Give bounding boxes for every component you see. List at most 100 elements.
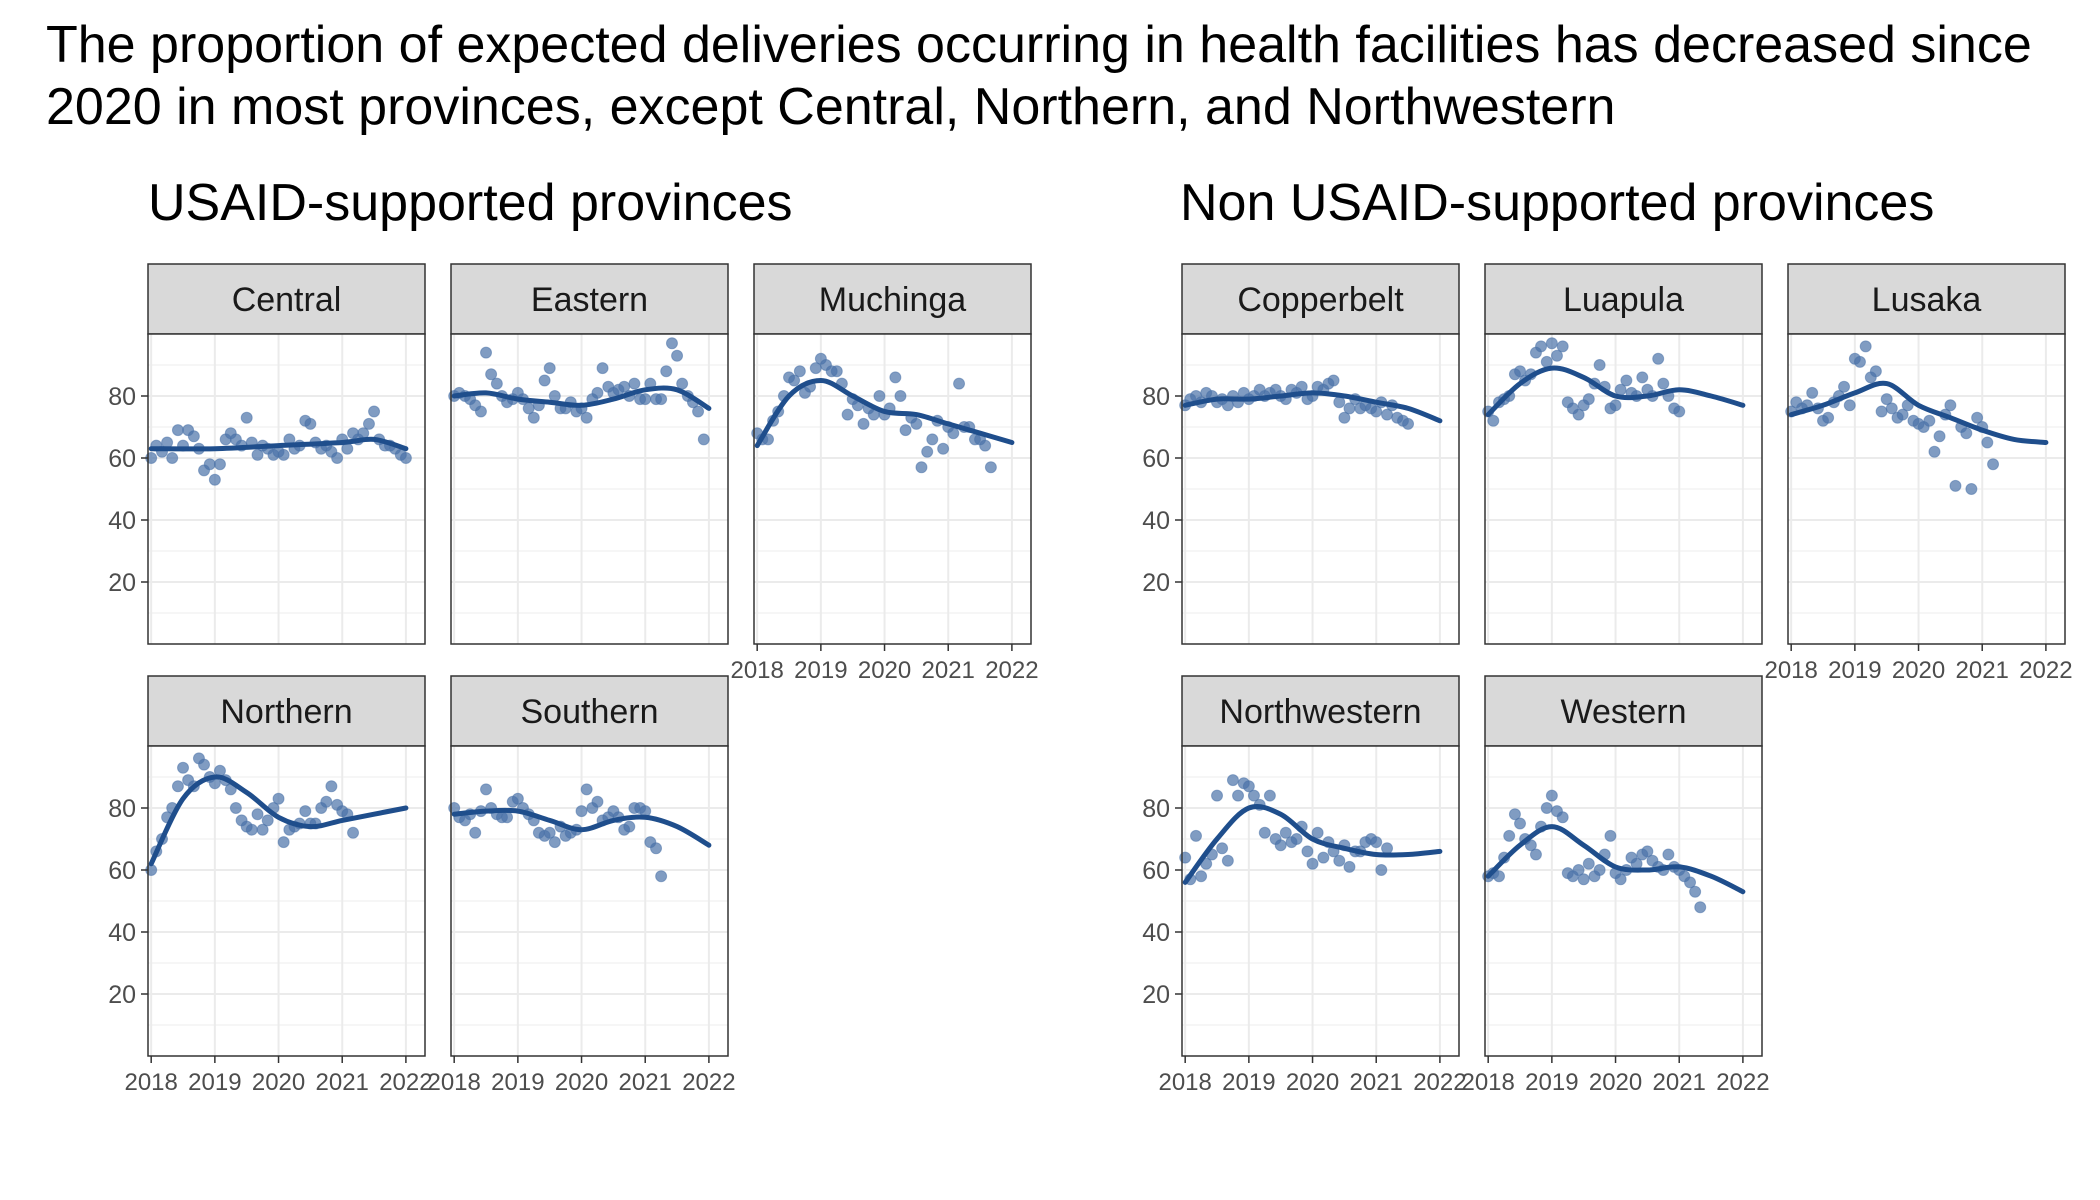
x-tick-label: 2022 [2019,657,2072,684]
data-point [671,349,684,362]
x-tick-label: 2018 [1461,1069,1514,1096]
panel-strip-label: Luapula [1563,281,1684,319]
data-point [1641,845,1654,858]
panel-strip-label: Southern [521,693,659,731]
data-point [697,433,710,446]
data-point [1514,817,1527,830]
data-point [399,452,412,464]
x-tick-label: 2019 [794,657,847,684]
panel-strip [753,263,1032,335]
data-point [894,390,907,402]
panel-border [1484,333,1763,645]
x-tick-label: 2019 [1222,1069,1275,1096]
x-tick-label: 2021 [1653,1069,1706,1096]
data-point [596,362,609,375]
panel-strip [1181,675,1460,747]
data-point [1965,483,1978,495]
panel-strip-label: Copperbelt [1237,281,1404,319]
data-point [1487,414,1500,427]
data-point [511,792,524,805]
data-point [362,417,375,430]
data-point [889,371,902,384]
panel-lusaka: Lusaka 2018 2019 2020 2021 2022 [1764,263,2073,684]
data-point [1933,430,1946,443]
data-point [1370,836,1383,849]
data-point [325,780,338,793]
data-point [1535,340,1548,353]
data-point [655,870,668,883]
data-point [1550,349,1563,362]
data-point [1508,808,1521,821]
data-point [1971,411,1984,424]
x-tick-label: 2018 [427,1069,480,1096]
x-tick-label: 2020 [1589,1069,1642,1096]
data-point [1556,811,1569,824]
data-point [527,411,540,424]
panel-strip-label: Central [232,281,342,319]
panel-strip-label: Northwestern [1219,693,1421,731]
panel-border [1484,745,1763,1057]
data-point [937,442,950,455]
data-point [277,836,290,849]
data-point [580,411,593,424]
data-point [1232,789,1245,802]
data-point [1333,396,1346,409]
data-point [1949,479,1962,492]
x-tick-label: 2020 [252,1069,305,1096]
data-point [1263,789,1276,802]
y-tick-label: 60 [108,857,136,885]
data-point [1258,826,1271,839]
data-point [1211,789,1224,802]
data-point [692,405,705,418]
x-tick-label: 2020 [555,1069,608,1096]
y-tick-label: 20 [1142,981,1170,1009]
trend-line [451,807,712,848]
data-point [899,424,912,437]
panel-western: Western 2018 2019 2020 2021 2022 [1461,675,1770,1096]
panel-border [147,745,426,1057]
x-tick-label: 2019 [1525,1069,1578,1096]
data-point [1306,857,1319,870]
x-tick-label: 2019 [1828,657,1881,684]
panel-strip [147,263,426,335]
panel-border [450,333,729,645]
y-tick-label: 80 [1142,383,1170,411]
trend-line [1182,804,1443,885]
panel-border [1181,745,1460,1057]
data-point [1652,352,1665,365]
data-point [245,823,258,836]
data-point [1572,864,1585,876]
panel-muchinga: Muchinga 2018 2019 2020 2021 2022 [730,263,1039,684]
data-point [1529,848,1542,861]
data-point [1689,885,1702,898]
data-point [1333,854,1346,867]
data-point [830,365,843,378]
data-point [655,393,668,406]
data-point [788,374,801,387]
panel-northern: Northern 20 40 60 80 2018 2019 2020 2021 2022 [108,675,433,1096]
panel-strip [450,675,729,747]
x-tick-label: 2022 [1413,1069,1466,1096]
data-point [1195,870,1208,883]
data-point [650,842,663,855]
data-point [1859,340,1872,353]
data-point [1896,408,1909,421]
data-point [1838,380,1851,393]
data-point [591,386,604,399]
data-point [240,411,253,424]
data-point [1869,365,1882,378]
y-tick-label: 20 [1142,569,1170,597]
panel-strip [1484,263,1763,335]
data-point [1190,829,1203,842]
data-point [1928,445,1941,458]
data-point [469,826,482,839]
data-point [921,445,934,458]
data-point [1274,839,1287,852]
trend-line [148,436,409,452]
data-point [166,452,179,464]
data-point [1673,405,1686,418]
data-point [1875,405,1888,418]
x-tick-label: 2021 [922,657,975,684]
data-point [543,826,556,839]
data-point [1290,833,1303,845]
